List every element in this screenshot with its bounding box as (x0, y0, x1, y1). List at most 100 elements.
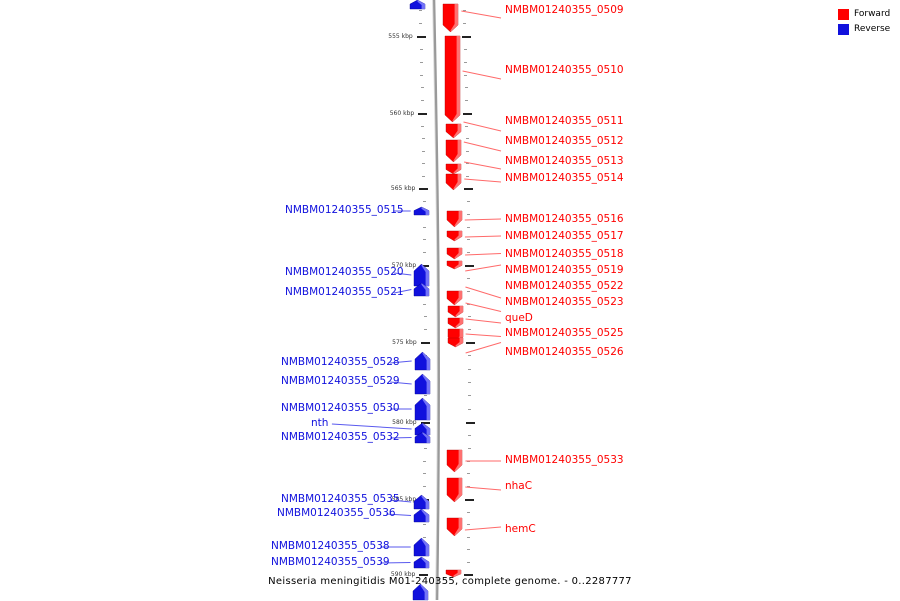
genome-caption: Neisseria meningitidis M01-240355, compl… (268, 576, 632, 587)
ruler-tick-minor (464, 100, 468, 102)
ruler-tick-minor (466, 239, 470, 241)
ruler-tick-major (420, 265, 430, 267)
ruler-tick-minor (466, 524, 470, 525)
gene-glyph[interactable] (414, 282, 430, 297)
ruler-tick-major (419, 574, 429, 576)
gene-glyph[interactable] (409, 0, 426, 10)
ruler-tick-minor (423, 303, 427, 305)
ruler-tick-minor (467, 511, 471, 513)
gene-label[interactable]: NMBM01240355_0516 (505, 213, 624, 225)
ruler-tick-major (464, 574, 474, 576)
gene-label[interactable]: NMBM01240355_0519 (505, 264, 624, 276)
ruler-tick-minor (421, 125, 425, 127)
ruler-tick-minor (467, 355, 471, 357)
gene-label[interactable]: NMBM01240355_0538 (271, 540, 390, 552)
ruler-tick-minor (467, 277, 471, 279)
ruler-tick-minor (466, 213, 470, 215)
gene-glyph[interactable] (447, 317, 464, 329)
ruler-tick-minor (467, 434, 471, 436)
gene-label[interactable]: NMBM01240355_0510 (505, 64, 624, 76)
ruler-tick-minor (419, 23, 423, 25)
gene-label[interactable]: NMBM01240355_0529 (281, 375, 400, 387)
gene-label[interactable]: NMBM01240355_0513 (505, 155, 624, 167)
reverse-strand-swatch (838, 24, 849, 35)
gene-label[interactable]: NMBM01240355_0509 (505, 4, 624, 16)
gene-label[interactable]: NMBM01240355_0526 (505, 346, 624, 358)
gene-label[interactable]: NMBM01240355_0512 (505, 135, 624, 147)
gene-glyph[interactable] (447, 260, 463, 270)
gene-glyph[interactable] (446, 517, 463, 537)
gene-glyph[interactable] (446, 230, 463, 242)
ruler-tick-minor (467, 329, 471, 331)
gene-glyph[interactable] (447, 290, 463, 306)
gene-glyph[interactable] (446, 569, 462, 578)
gene-glyph[interactable] (414, 373, 431, 395)
ruler-tick-minor (419, 10, 423, 12)
gene-glyph[interactable] (414, 263, 430, 287)
gene-glyph[interactable] (413, 537, 430, 557)
gene-label[interactable]: NMBM01240355_0521 (285, 286, 404, 298)
gene-glyph[interactable] (413, 508, 430, 523)
gene-label[interactable]: NMBM01240355_0528 (281, 356, 400, 368)
ruler-tick-minor (421, 138, 425, 139)
gene-label[interactable]: nhaC (505, 480, 533, 492)
gene-label[interactable]: NMBM01240355_0511 (505, 115, 624, 127)
ruler-tick-minor (467, 408, 471, 410)
legend-item-label: Reverse (854, 24, 891, 34)
ruler-tick-major (465, 499, 475, 501)
gene-label[interactable]: queD (505, 312, 533, 324)
gene-label[interactable]: NMBM01240355_0533 (505, 454, 624, 466)
ruler-tick-label: 565 kbp (390, 185, 416, 192)
gene-label[interactable]: NMBM01240355_0518 (505, 248, 624, 260)
gene-glyph[interactable] (445, 139, 462, 163)
gene-glyph[interactable] (414, 351, 431, 371)
ruler-tick-minor (420, 87, 424, 89)
gene-label[interactable]: NMBM01240355_0530 (281, 402, 400, 414)
gene-glyph[interactable] (445, 123, 462, 139)
ruler-tick-minor (423, 486, 427, 488)
ruler-tick-minor (422, 226, 426, 228)
gene-glyph[interactable] (446, 173, 462, 191)
gene-glyph[interactable] (446, 247, 463, 260)
ruler-tick-label: 560 kbp (389, 110, 415, 117)
gene-glyph[interactable] (446, 210, 463, 228)
ruler-tick-minor (423, 316, 427, 318)
gene-glyph[interactable] (414, 431, 431, 444)
gene-glyph[interactable] (447, 449, 463, 473)
gene-glyph[interactable] (445, 163, 462, 175)
gene-label[interactable]: NMBM01240355_0515 (285, 204, 404, 216)
gene-glyph[interactable] (444, 35, 461, 123)
gene-glyph[interactable] (414, 397, 431, 421)
gene-label[interactable]: NMBM01240355_0514 (505, 172, 624, 184)
gene-glyph[interactable] (447, 305, 464, 318)
ruler-tick-minor (423, 473, 427, 475)
gene-label[interactable]: nth (311, 417, 329, 429)
gene-label[interactable]: NMBM01240355_0520 (285, 266, 404, 278)
gene-label[interactable]: NMBM01240355_0539 (271, 556, 390, 568)
gene-label[interactable]: hemC (505, 523, 536, 535)
gene-label[interactable]: NMBM01240355_0525 (505, 327, 624, 339)
ruler-tick-minor (423, 460, 427, 462)
ruler-tick-major (420, 342, 430, 344)
gene-glyph[interactable] (443, 3, 459, 33)
ruler-tick-major (416, 36, 426, 38)
gene-label[interactable]: NMBM01240355_0517 (505, 230, 624, 242)
ruler-tick-minor (467, 368, 471, 370)
gene-label[interactable]: NMBM01240355_0535 (281, 493, 400, 505)
ruler-tick-major (418, 113, 428, 115)
gene-glyph[interactable] (447, 337, 464, 348)
gene-label[interactable]: NMBM01240355_0532 (281, 431, 400, 443)
gene-label[interactable]: NMBM01240355_0536 (277, 507, 396, 519)
gene-label[interactable]: NMBM01240355_0522 (505, 280, 624, 292)
gene-glyph[interactable] (413, 206, 430, 216)
gene-glyph[interactable] (447, 477, 463, 503)
gene-label[interactable]: NMBM01240355_0523 (505, 296, 624, 308)
ruler-tick-minor (421, 150, 425, 152)
gene-glyph[interactable] (413, 556, 430, 569)
ruler-tick-minor (420, 61, 424, 63)
ruler-tick-minor (419, 48, 423, 50)
ruler-tick-minor (466, 549, 470, 550)
